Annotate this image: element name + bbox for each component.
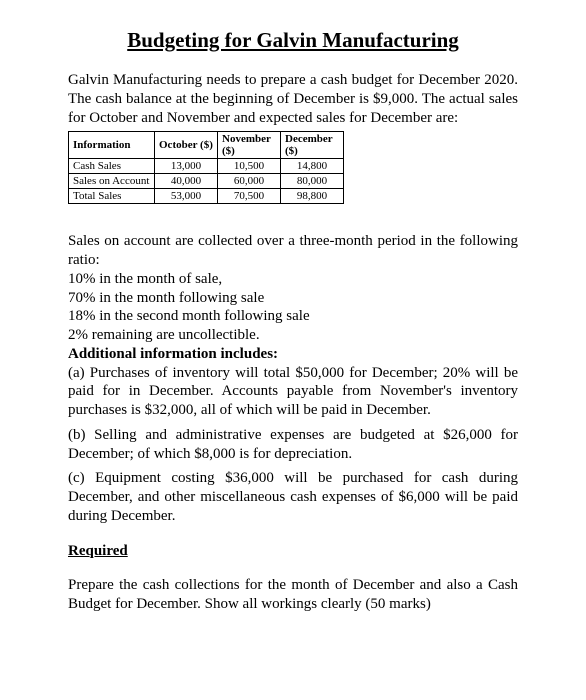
cell-value: 60,000 xyxy=(218,174,281,189)
cell-value: 53,000 xyxy=(155,189,218,204)
additional-item-a: (a) Purchases of inventory will total $5… xyxy=(68,364,518,420)
cell-value: 10,500 xyxy=(218,159,281,174)
table-row: Sales on Account 40,000 60,000 80,000 xyxy=(69,174,344,189)
ratio-line: 10% in the month of sale, xyxy=(68,270,518,289)
sales-table: Information October ($) November ($) Dec… xyxy=(68,131,344,204)
table-header-row: Information October ($) November ($) Dec… xyxy=(69,132,344,159)
header-december: December ($) xyxy=(281,132,344,159)
ratio-line: 18% in the second month following sale xyxy=(68,307,518,326)
cell-value: 14,800 xyxy=(281,159,344,174)
cell-value: 13,000 xyxy=(155,159,218,174)
header-november: November ($) xyxy=(218,132,281,159)
cell-value: 98,800 xyxy=(281,189,344,204)
row-label: Cash Sales xyxy=(69,159,155,174)
document-title: Budgeting for Galvin Manufacturing xyxy=(68,28,518,53)
collection-intro: Sales on account are collected over a th… xyxy=(68,232,518,270)
required-label: Required xyxy=(68,542,518,561)
ratio-line: 2% remaining are uncollectible. xyxy=(68,326,518,345)
cell-value: 40,000 xyxy=(155,174,218,189)
additional-item-c: (c) Equipment costing $36,000 will be pu… xyxy=(68,469,518,525)
table-row: Total Sales 53,000 70,500 98,800 xyxy=(69,189,344,204)
ratio-line: 70% in the month following sale xyxy=(68,289,518,308)
intro-paragraph: Galvin Manufacturing needs to prepare a … xyxy=(68,71,518,127)
cell-value: 80,000 xyxy=(281,174,344,189)
header-october: October ($) xyxy=(155,132,218,159)
row-label: Sales on Account xyxy=(69,174,155,189)
table-row: Cash Sales 13,000 10,500 14,800 xyxy=(69,159,344,174)
cell-value: 70,500 xyxy=(218,189,281,204)
additional-info-header: Additional information includes: xyxy=(68,345,518,364)
header-information: Information xyxy=(69,132,155,159)
additional-item-b: (b) Selling and administrative expenses … xyxy=(68,426,518,464)
row-label: Total Sales xyxy=(69,189,155,204)
required-text: Prepare the cash collections for the mon… xyxy=(68,576,518,614)
